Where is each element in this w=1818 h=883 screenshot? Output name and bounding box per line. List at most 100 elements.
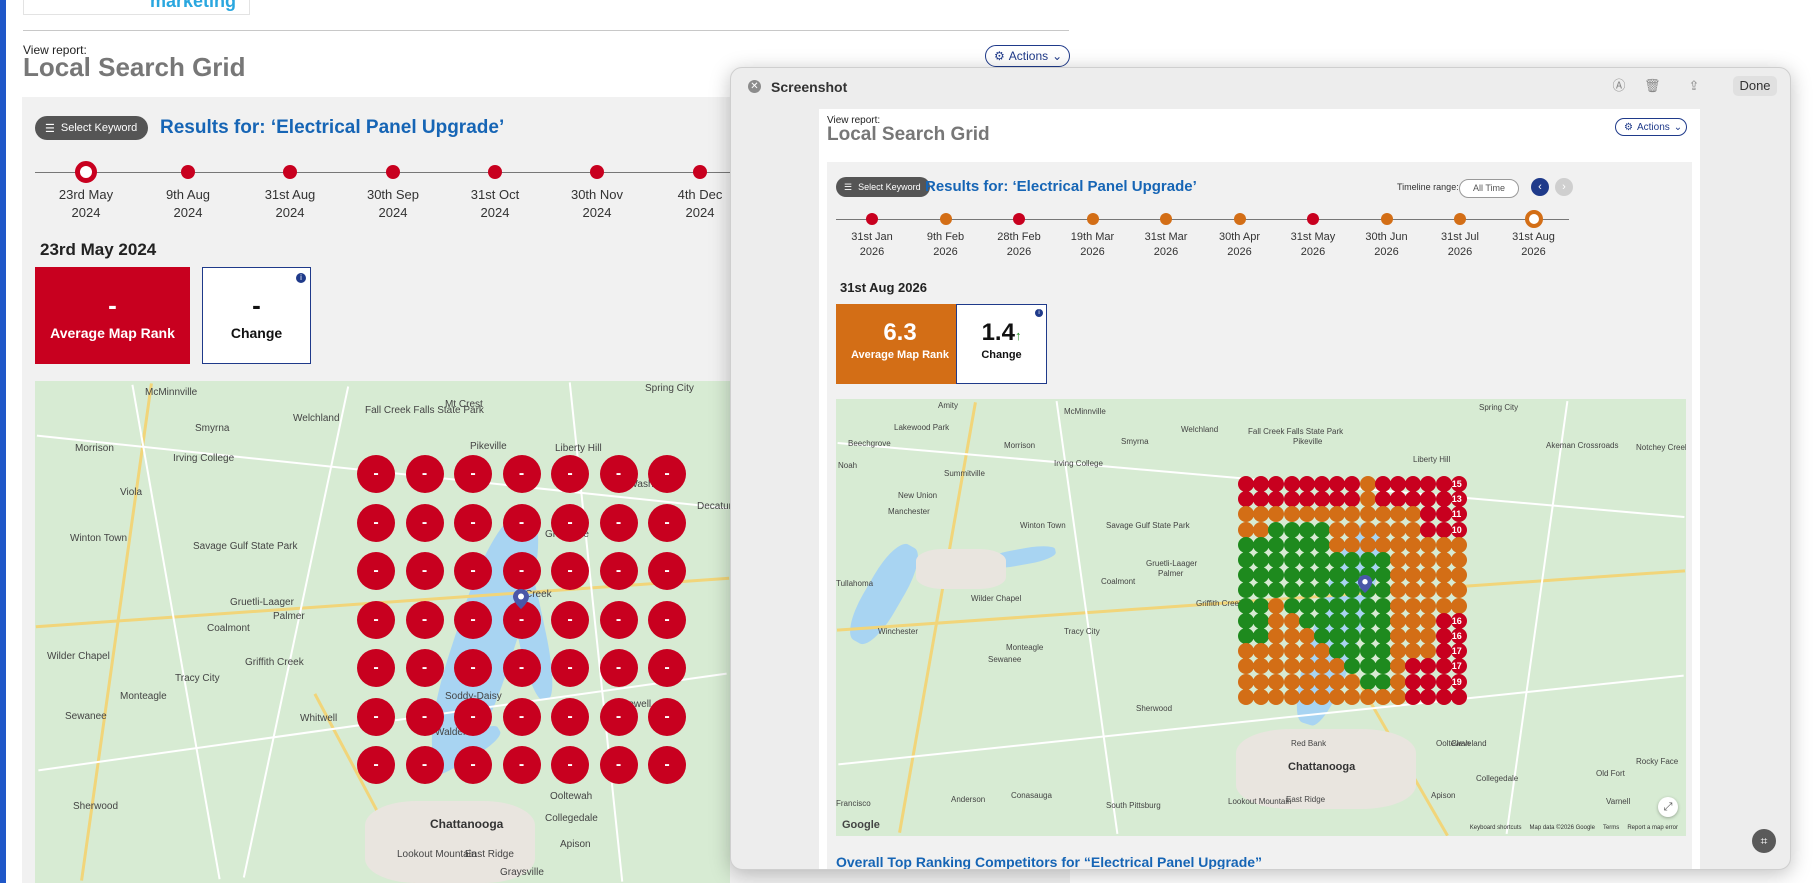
grid-rank-dot[interactable] xyxy=(1420,658,1437,675)
grid-rank-dot[interactable] xyxy=(1268,673,1285,690)
grid-rank-dot[interactable] xyxy=(1283,552,1300,568)
grid-rank-dot[interactable] xyxy=(1374,673,1391,690)
grid-rank-dot[interactable] xyxy=(1435,491,1452,508)
grid-rank-dot[interactable] xyxy=(1268,552,1285,568)
grid-rank-dot[interactable] xyxy=(1314,612,1330,629)
grid-rank-dot[interactable] xyxy=(1253,552,1270,568)
grid-rank-dot[interactable] xyxy=(1450,582,1467,599)
grid-rank-dot[interactable] xyxy=(1268,612,1285,629)
timeline-point[interactable] xyxy=(1307,213,1319,225)
grid-rank-dot[interactable] xyxy=(1374,567,1391,584)
grid-rank-dot[interactable] xyxy=(1268,643,1285,660)
grid-rank-dot[interactable] xyxy=(1344,491,1361,508)
grid-rank-dot[interactable]: - xyxy=(648,649,686,687)
grid-rank-dot[interactable] xyxy=(1298,643,1315,660)
grid-rank-dot[interactable] xyxy=(1253,658,1270,675)
grid-rank-dot[interactable] xyxy=(1298,688,1315,705)
grid-rank-dot[interactable] xyxy=(1420,597,1437,614)
grid-rank-dot[interactable] xyxy=(1329,643,1346,660)
grid-rank-dot[interactable] xyxy=(1420,582,1437,599)
keyboard-shortcuts-link[interactable]: Keyboard shortcuts xyxy=(1469,825,1522,831)
grid-rank-dot[interactable] xyxy=(1359,643,1376,660)
grid-rank-dot[interactable]: - xyxy=(551,697,589,736)
grid-rank-dot[interactable] xyxy=(1405,658,1422,675)
grid-rank-dot[interactable] xyxy=(1450,476,1467,492)
grid-rank-dot[interactable] xyxy=(1344,506,1361,523)
timeline-point[interactable] xyxy=(693,165,707,179)
grid-rank-dot[interactable] xyxy=(1359,521,1376,538)
grid-rank-dot[interactable] xyxy=(1238,536,1254,553)
grid-rank-dot[interactable]: - xyxy=(357,503,395,542)
grid-rank-dot[interactable] xyxy=(1314,552,1330,568)
grid-rank-dot[interactable] xyxy=(1374,643,1391,660)
grid-rank-dot[interactable] xyxy=(1298,673,1315,690)
grid-rank-dot[interactable] xyxy=(1435,673,1452,690)
terms-link[interactable]: Terms xyxy=(1602,825,1620,831)
grid-rank-dot[interactable] xyxy=(1420,521,1437,538)
grid-rank-dot[interactable] xyxy=(1238,597,1254,614)
grid-rank-dot[interactable] xyxy=(1405,536,1422,553)
grid-rank-dot[interactable] xyxy=(1390,658,1406,675)
grid-rank-dot[interactable]: - xyxy=(502,552,541,590)
grid-rank-dot[interactable] xyxy=(1329,688,1346,705)
grid-rank-dot[interactable] xyxy=(1435,536,1452,553)
grid-rank-dot[interactable]: - xyxy=(648,552,686,590)
grid-rank-dot[interactable]: - xyxy=(648,600,686,639)
grid-rank-dot[interactable] xyxy=(1359,536,1376,553)
markup-icon[interactable]: Ⓐ xyxy=(1612,78,1626,93)
grid-rank-dot[interactable] xyxy=(1435,688,1452,705)
grid-rank-dot[interactable] xyxy=(1344,658,1361,675)
grid-rank-dot[interactable] xyxy=(1359,476,1376,492)
grid-rank-dot[interactable] xyxy=(1329,552,1346,568)
grid-rank-dot[interactable]: - xyxy=(502,746,541,784)
grid-rank-dot[interactable] xyxy=(1359,597,1376,614)
grid-rank-dot[interactable] xyxy=(1268,688,1285,705)
grid-rank-dot[interactable] xyxy=(1283,673,1300,690)
grid-rank-dot[interactable]: - xyxy=(454,649,492,687)
grid-rank-dot[interactable] xyxy=(1283,688,1300,705)
grid-rank-dot[interactable] xyxy=(1435,643,1452,660)
grid-rank-dot[interactable] xyxy=(1283,567,1300,584)
live-text-icon[interactable]: ⌗ xyxy=(1752,829,1776,853)
grid-rank-dot[interactable] xyxy=(1390,536,1406,553)
timeline-point[interactable] xyxy=(1233,213,1246,225)
grid-rank-dot[interactable] xyxy=(1298,476,1315,492)
grid-rank-dot[interactable] xyxy=(1283,536,1300,553)
grid-rank-dot[interactable] xyxy=(1405,491,1422,508)
grid-rank-dot[interactable] xyxy=(1435,612,1452,629)
grid-rank-dot[interactable] xyxy=(1344,552,1361,568)
grid-rank-dot[interactable] xyxy=(1390,673,1406,690)
grid-rank-dot[interactable] xyxy=(1314,506,1330,523)
grid-rank-dot[interactable] xyxy=(1405,506,1422,523)
grid-rank-dot[interactable] xyxy=(1420,536,1437,553)
grid-rank-dot[interactable] xyxy=(1238,612,1254,629)
grid-rank-dot[interactable] xyxy=(1344,597,1361,614)
grid-rank-dot[interactable] xyxy=(1450,673,1467,690)
grid-rank-dot[interactable]: - xyxy=(357,600,395,639)
grid-rank-dot[interactable] xyxy=(1298,521,1315,538)
done-button[interactable]: Done xyxy=(1733,76,1777,96)
grid-rank-dot[interactable] xyxy=(1253,612,1270,629)
grid-rank-dot[interactable] xyxy=(1405,582,1422,599)
grid-rank-dot[interactable]: - xyxy=(357,552,395,590)
grid-rank-dot[interactable] xyxy=(1238,521,1254,538)
grid-rank-dot[interactable] xyxy=(1253,567,1270,584)
grid-rank-dot[interactable] xyxy=(1405,643,1422,660)
grid-rank-dot[interactable]: - xyxy=(599,600,638,639)
timeline-range-select[interactable]: All Time xyxy=(1459,179,1519,198)
grid-rank-dot[interactable] xyxy=(1268,582,1285,599)
grid-rank-dot[interactable] xyxy=(1298,491,1315,508)
timeline-point[interactable] xyxy=(866,213,878,225)
grid-rank-dot[interactable] xyxy=(1329,536,1346,553)
grid-rank-dot[interactable] xyxy=(1238,506,1254,523)
grid-rank-dot[interactable] xyxy=(1374,521,1391,538)
grid-rank-dot[interactable] xyxy=(1283,643,1300,660)
grid-rank-dot[interactable] xyxy=(1374,536,1391,553)
timeline-point[interactable] xyxy=(590,165,604,179)
grid-rank-dot[interactable] xyxy=(1420,506,1437,523)
grid-rank-dot[interactable] xyxy=(1268,597,1285,614)
grid-rank-dot[interactable] xyxy=(1298,536,1315,553)
grid-rank-dot[interactable] xyxy=(1420,643,1437,660)
grid-rank-dot[interactable] xyxy=(1314,521,1330,538)
grid-rank-dot[interactable] xyxy=(1283,521,1300,538)
